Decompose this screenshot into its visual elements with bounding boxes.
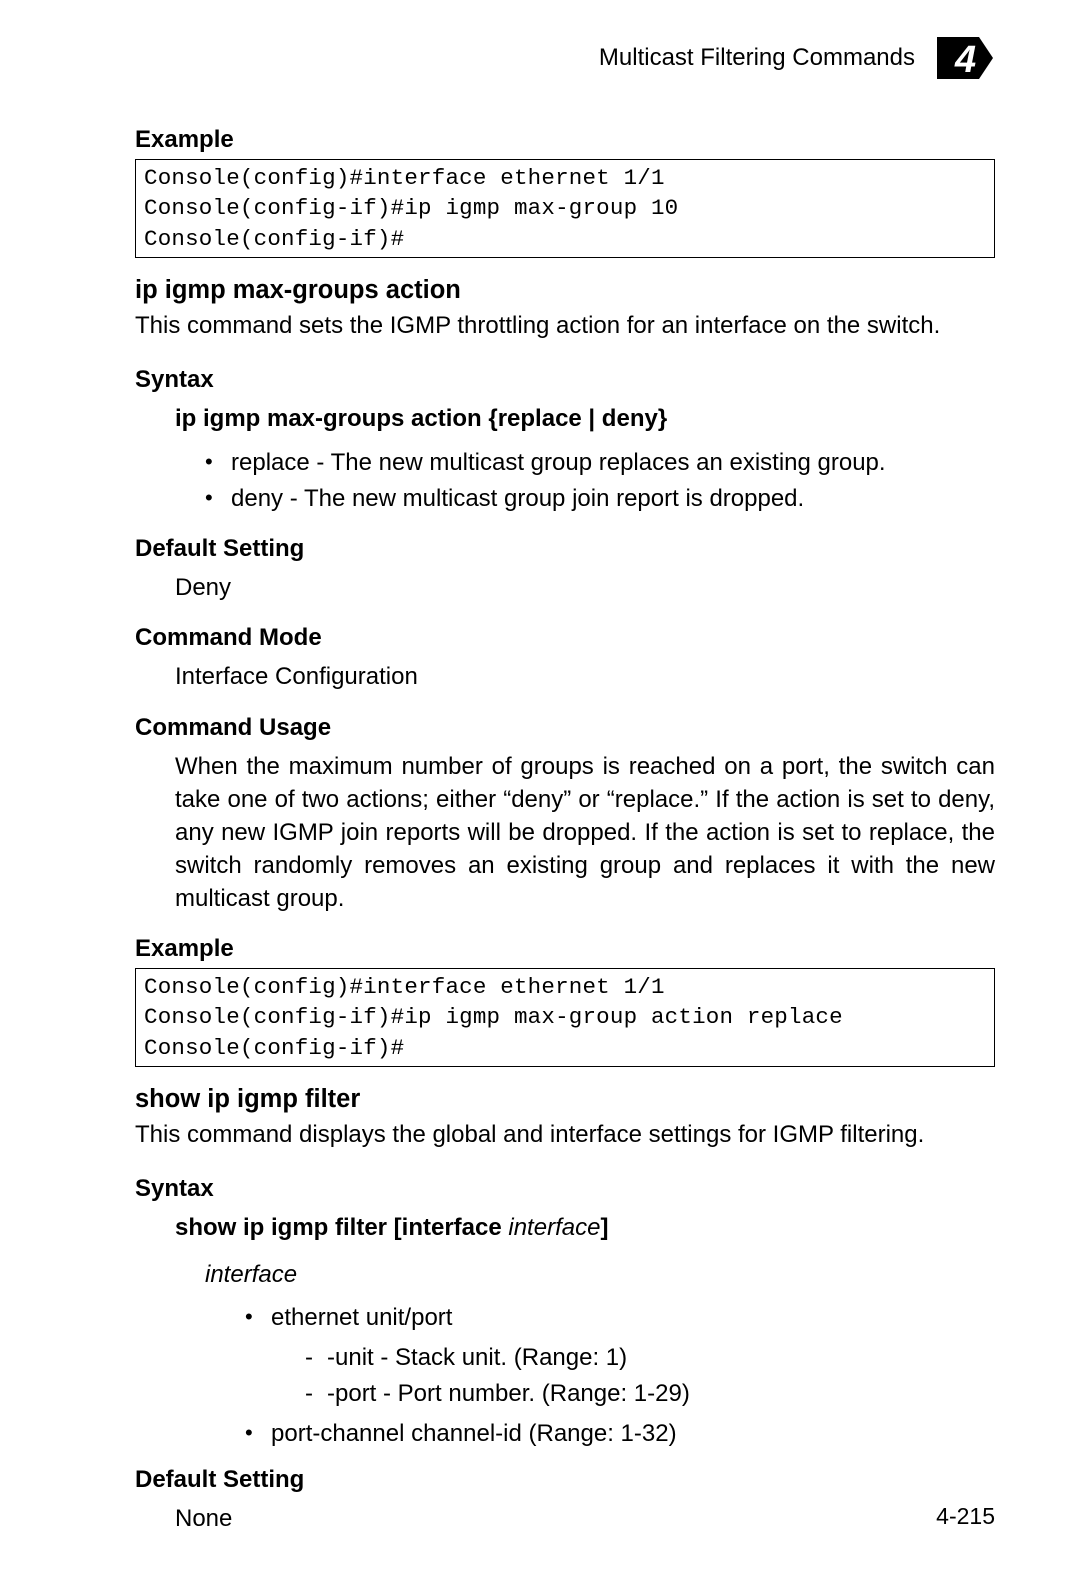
syntax-text-1: ip igmp max-groups action {replace | den…: [175, 402, 995, 435]
syntax2-suffix: ]: [600, 1214, 608, 1241]
code-box-1: Console(config)#interface ethernet 1/1 C…: [135, 159, 995, 258]
mode-value-1: Interface Configuration: [175, 660, 995, 693]
page-container: Multicast Filtering Commands 4 Example C…: [0, 0, 1080, 1570]
usage-text-1: When the maximum number of groups is rea…: [175, 750, 995, 916]
command2-title: show ip igmp filter: [135, 1085, 995, 1114]
default-value-2: None: [175, 1502, 995, 1535]
chapter-number-text: 4: [954, 39, 976, 81]
syntax2-prefix: show ip igmp filter [interface: [175, 1214, 508, 1241]
command1-title: ip igmp max-groups action: [135, 276, 995, 305]
code-box-2: Console(config)#interface ethernet 1/1 C…: [135, 968, 995, 1067]
command1-desc: This command sets the IGMP throttling ac…: [135, 309, 995, 342]
bullet-replace: replace - The new multicast group replac…: [205, 445, 995, 481]
syntax-label-2: Syntax: [135, 1175, 995, 1203]
default-value-1: Deny: [175, 571, 995, 604]
bullet-deny: deny - The new multicast group join repo…: [205, 481, 995, 517]
syntax-text-2: show ip igmp filter [interface interface…: [175, 1211, 995, 1244]
pc-bullet: port-channel channel-id (Range: 1-32): [245, 1416, 995, 1452]
chapter-number-icon: 4: [935, 35, 995, 81]
port-line: -port - Port number. (Range: 1-29): [305, 1376, 995, 1412]
eth-line: ethernet unit/port: [245, 1300, 995, 1336]
syntax-bullets-1: replace - The new multicast group replac…: [205, 445, 995, 517]
command2-desc: This command displays the global and int…: [135, 1118, 995, 1151]
example-label-2: Example: [135, 935, 995, 963]
default-label-1: Default Setting: [135, 535, 995, 563]
example-label-1: Example: [135, 126, 995, 154]
syntax-label-1: Syntax: [135, 366, 995, 394]
interface-bullets: ethernet unit/port: [245, 1300, 995, 1336]
default-label-2: Default Setting: [135, 1466, 995, 1494]
page-number: 4-215: [936, 1503, 995, 1530]
header-title: Multicast Filtering Commands: [599, 44, 915, 72]
usage-label-1: Command Usage: [135, 714, 995, 742]
unit-line: -unit - Stack unit. (Range: 1): [305, 1340, 995, 1376]
eth-sub-dashes: -unit - Stack unit. (Range: 1) -port - P…: [305, 1340, 995, 1412]
pc-line: port-channel channel-id (Range: 1-32): [245, 1416, 995, 1452]
syntax2-italic: interface: [508, 1214, 600, 1241]
interface-word: interface: [205, 1258, 995, 1291]
page-header: Multicast Filtering Commands 4: [135, 35, 995, 81]
mode-label-1: Command Mode: [135, 624, 995, 652]
